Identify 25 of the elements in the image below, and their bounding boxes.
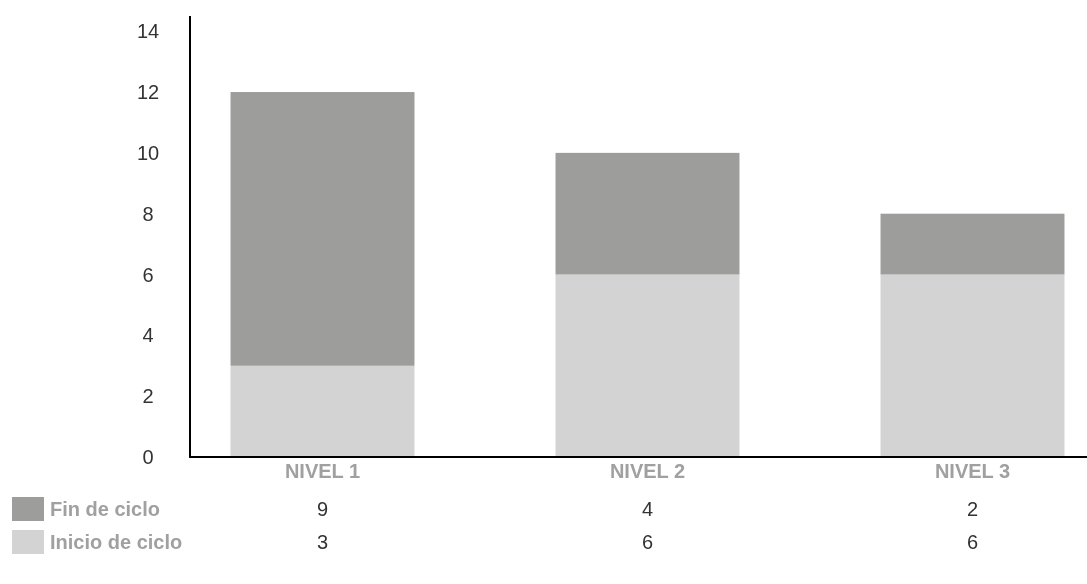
y-tick-label: 8 [142,202,154,225]
data-label: 9 [316,498,329,520]
y-tick-label: 14 [136,20,160,43]
data-label: 4 [641,498,654,520]
legend-label: Fin de ciclo [50,498,161,520]
y-tick-label: 6 [142,263,154,286]
data-label: 6 [641,531,654,553]
bar [230,92,415,366]
data-label: 3 [316,531,329,553]
x-tick-label: NIVEL 2 [609,460,686,482]
bar [880,274,1065,457]
data-label: 2 [966,498,979,520]
bar [230,365,415,457]
bar [555,274,740,457]
y-tick-label: 10 [136,141,160,164]
y-tick-label: 0 [142,446,154,468]
x-tick-label: NIVEL 1 [284,460,361,482]
legend-label: Inicio de ciclo [50,531,183,553]
y-tick-label: 12 [136,81,160,104]
bar [880,213,1065,275]
data-label: 6 [966,531,979,553]
y-tick-label: 2 [142,385,154,408]
x-tick-label: NIVEL 3 [934,460,1011,482]
y-tick-label: 4 [142,324,154,347]
bar [555,152,740,275]
